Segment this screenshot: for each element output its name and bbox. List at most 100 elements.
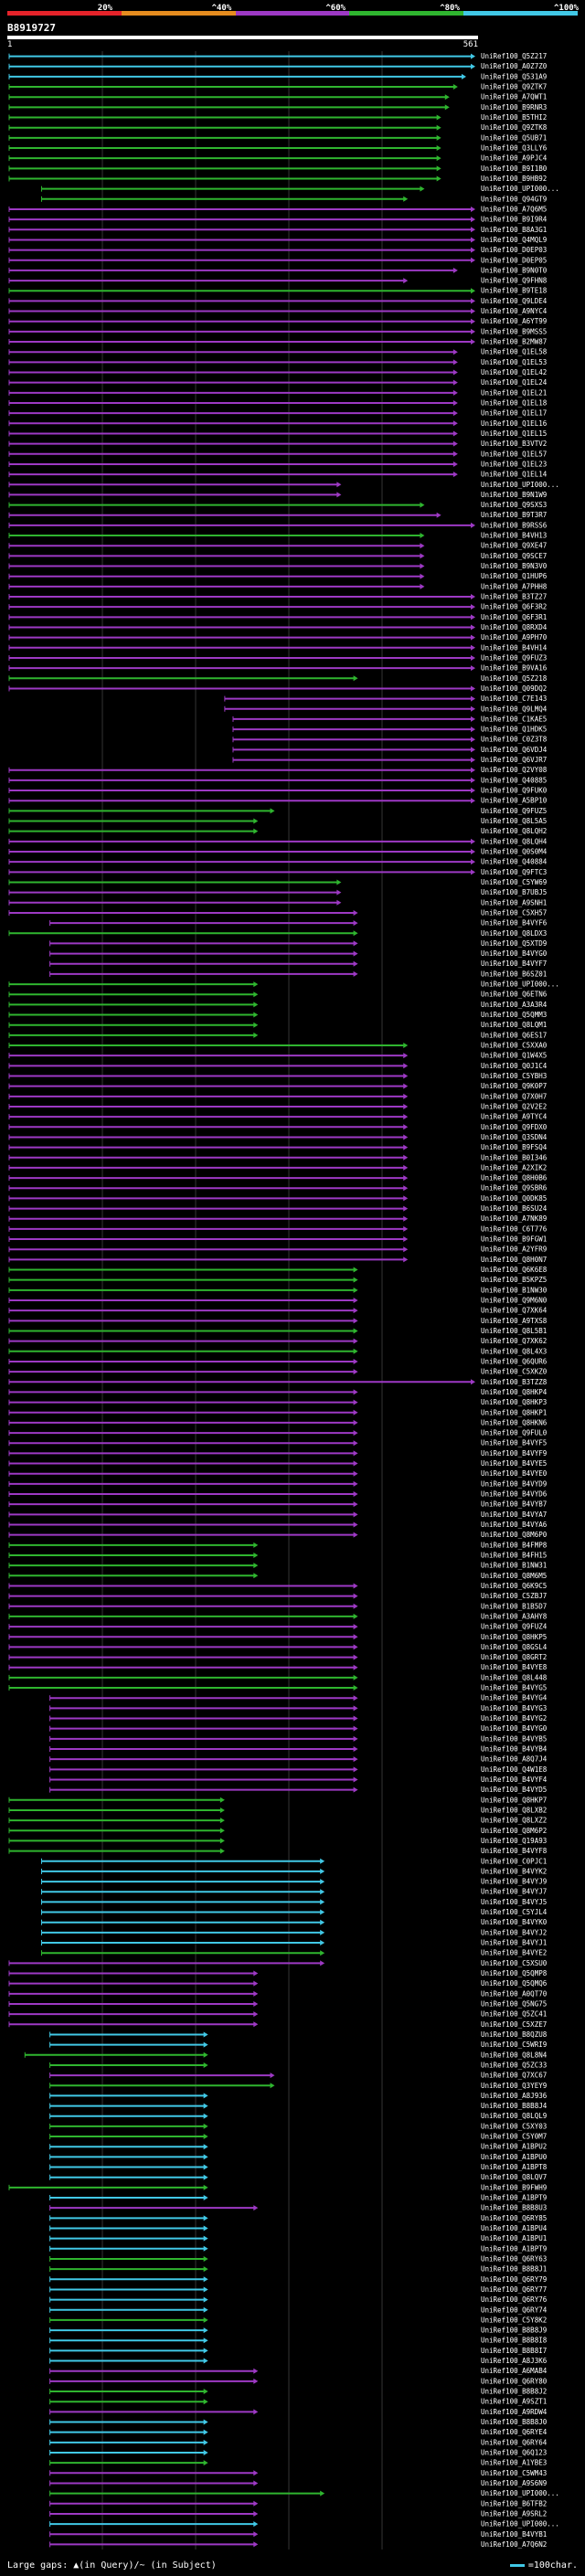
alignment-row: UniRef100_B5KPZ5 (8, 1276, 547, 1284)
hit-label: UniRef100_A7QWT1 (481, 93, 547, 101)
hit-label: UniRef100_Q9FUK0 (481, 787, 548, 795)
alignment-row: UniRef100_Q6ETN6 (8, 991, 548, 999)
alignment-row: UniRef100_A0Z7Z0 (8, 62, 548, 70)
alignment-arrow (444, 104, 450, 111)
alignment-arrow (403, 1195, 409, 1202)
alignment-arrow (353, 1287, 358, 1293)
alignment-arrow (471, 788, 475, 794)
alignment-arrow (452, 84, 458, 90)
alignment-arrow (353, 1419, 358, 1426)
alignment-row: UniRef100_Q7XK64 (8, 1307, 548, 1315)
alignment-row: UniRef100_Q9K0P7 (8, 1082, 547, 1090)
alignment-arrow (452, 369, 458, 376)
hit-label: UniRef100_Q9FUL0 (481, 1429, 548, 1437)
alignment-row: UniRef100_A6MAB4 (49, 2367, 548, 2375)
hit-label: UniRef100_A3A3R4 (481, 1001, 548, 1009)
alignment-row: UniRef100_Q6RY79 (49, 2275, 547, 2284)
alignment-row: UniRef100_B9TE18 (8, 287, 548, 295)
hit-label: UniRef100_Q6ETN6 (481, 991, 548, 999)
alignment-row: UniRef100_Q1HDK5 (232, 726, 547, 734)
alignment-row: UniRef100_B1B5D7 (8, 1602, 547, 1610)
hit-label: UniRef100_Q6RY85 (481, 2214, 547, 2222)
legend-label: ^80% (440, 4, 460, 13)
alignment-row: UniRef100_Q531A9 (8, 72, 547, 80)
alignment-row: UniRef100_A7Q6N2 (49, 2540, 547, 2549)
alignment-arrow (471, 614, 475, 620)
alignment-row: UniRef100_Q09DQ2 (8, 684, 547, 693)
alignment-arrow (353, 1308, 358, 1314)
alignment-arrow (203, 2316, 208, 2323)
alignment-arrow (253, 2531, 259, 2538)
alignment-arrow (403, 1063, 409, 1069)
hit-label: UniRef100_Q8HKP3 (481, 1398, 547, 1406)
hit-label: UniRef100_A9SZT1 (481, 2398, 547, 2406)
alignment-row: UniRef100_A9NYC4 (8, 307, 548, 315)
hit-label: UniRef100_B4VYD6 (481, 1490, 548, 1499)
alignment-arrow (471, 298, 475, 304)
alignment-arrow (253, 2541, 259, 2548)
alignment-row: UniRef100_B4FH15 (8, 1551, 547, 1559)
alignment-row: UniRef100_B4VYF8 (8, 1847, 548, 1855)
hit-label: UniRef100_C5XY03 (481, 2122, 547, 2130)
alignment-row: UniRef100_A1BPU1 (49, 2234, 547, 2242)
alignment-arrow (420, 543, 425, 549)
alignment-row: UniRef100_Q9XE47 (8, 542, 547, 550)
alignment-arrow (471, 288, 475, 294)
alignment-arrow (253, 1012, 259, 1018)
alignment-arrow (320, 1960, 325, 1966)
alignment-arrow (203, 2093, 208, 2099)
alignment-arrow (452, 399, 458, 406)
alignment-row: UniRef100_Q8LQM1 (8, 1021, 547, 1029)
alignment-row: UniRef100_B4VYJ1 (41, 1939, 547, 1947)
alignment-row: UniRef100_B4VYK2 (41, 1867, 547, 1875)
hit-label: UniRef100_UPI000... (481, 2489, 559, 2497)
alignment-row: UniRef100_C5ZBJ7 (8, 1592, 547, 1600)
hit-label: UniRef100_A7NK89 (481, 1214, 547, 1223)
alignment-row: UniRef100_Q8H0B6 (8, 1174, 548, 1182)
hit-label: UniRef100_C5YBH3 (481, 1072, 547, 1080)
hit-label: UniRef100_B9I9R4 (481, 216, 548, 224)
alignment-arrow (203, 2225, 208, 2231)
alignment-arrow (452, 472, 458, 478)
alignment-arrow (403, 1236, 409, 1243)
alignment-arrow (253, 1542, 259, 1548)
alignment-arrow (336, 492, 342, 498)
hit-label: UniRef100_C5YW69 (481, 878, 547, 886)
alignment-row: UniRef100_Q6RYE4 (49, 2428, 548, 2436)
alignment-arrow (353, 1277, 358, 1283)
alignment-arrow (403, 1093, 409, 1099)
hit-label: UniRef100_B4VYD5 (481, 1786, 547, 1794)
alignment-arrow (452, 430, 458, 437)
hit-label: UniRef100_B9VA16 (481, 664, 548, 673)
alignment-row: UniRef100_B9N1W9 (8, 491, 547, 499)
alignment-row: UniRef100_A3AHY8 (8, 1612, 548, 1620)
alignment-row: UniRef100_Q6Q123 (49, 2448, 547, 2456)
query-ruler (7, 36, 478, 39)
alignment-arrow (420, 186, 425, 192)
alignment-arrow (353, 1409, 358, 1415)
alignment-arrow (253, 1573, 259, 1579)
alignment-row: UniRef100_Q9ZTK7 (8, 83, 547, 91)
hit-label: UniRef100_A9SNH1 (481, 898, 547, 906)
alignment-arrow (403, 1124, 409, 1130)
alignment-row: UniRef100_Q6K9C5 (8, 1582, 547, 1590)
hit-label: UniRef100_Q0DK85 (481, 1194, 547, 1203)
alignment-arrow (452, 359, 458, 366)
hit-label: UniRef100_Q8M6P2 (481, 1827, 547, 1835)
alignment-row: UniRef100_A1BPT9 (49, 2244, 547, 2253)
alignment-row: UniRef100_A1BPU0 (49, 2153, 548, 2161)
alignment-arrow (436, 175, 441, 182)
hit-label: UniRef100_B3TZ27 (481, 593, 547, 601)
alignment-arrow (353, 1624, 358, 1630)
alignment-arrow (353, 1674, 358, 1680)
alignment-arrow (420, 583, 425, 589)
scale-label: =100char. (527, 2560, 578, 2571)
hit-label: UniRef100_Q8H0N7 (481, 1256, 547, 1264)
hit-label: UniRef100_B2MW87 (481, 338, 547, 346)
alignment-row: UniRef100_A8Q7J4 (49, 1755, 548, 1764)
hit-label: UniRef100_B9T3R7 (481, 511, 547, 519)
hit-label: UniRef100_Q8H0B6 (481, 1174, 548, 1182)
alignment-row: UniRef100_B2MW87 (8, 338, 547, 346)
alignment-arrow (353, 1338, 358, 1344)
hit-label: UniRef100_B8B8J4 (481, 2102, 548, 2110)
